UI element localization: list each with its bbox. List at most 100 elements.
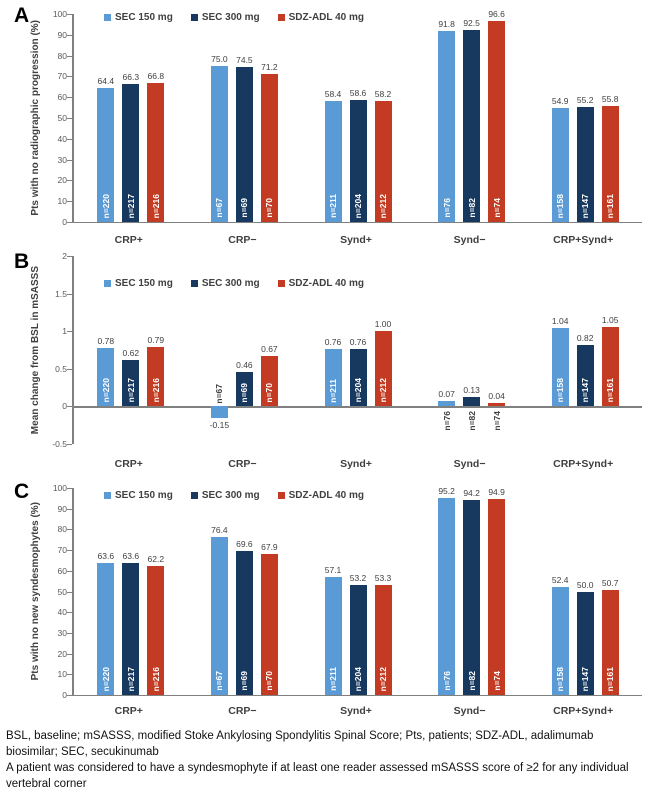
n-label: n=74 bbox=[491, 411, 502, 432]
y-tick-label: 90 bbox=[57, 29, 67, 40]
y-tick-label: 70 bbox=[57, 545, 67, 556]
y-tick-label: 60 bbox=[57, 565, 67, 576]
n-label: n=161 bbox=[605, 666, 616, 691]
n-label: n=204 bbox=[353, 666, 363, 691]
n-label: n=70 bbox=[264, 671, 275, 691]
value-label: 0.79 bbox=[147, 334, 165, 345]
value-label: 94.9 bbox=[488, 486, 505, 497]
value-label: 0.76 bbox=[324, 337, 342, 348]
zero-axis-line bbox=[74, 406, 642, 408]
footnote-abbreviations: BSL, baseline; mSASSS, modified Stoke An… bbox=[6, 730, 594, 759]
legend-item: SDZ-ADL 40 mg bbox=[277, 490, 365, 501]
x-category-label: CRP+Synd+ bbox=[553, 234, 614, 246]
n-label: n=82 bbox=[466, 671, 477, 691]
legend: SEC 150 mg SEC 300 mg SDZ-ADL 40 mg bbox=[104, 490, 364, 501]
bar bbox=[210, 406, 228, 418]
plot-area-b: 2 1.5 1 0.5 0 -0.5 SEC 150 mg SEC 300 mg SDZ-ADL… bbox=[52, 251, 642, 449]
n-label: n=217 bbox=[125, 666, 136, 691]
y-tick-mark bbox=[67, 201, 72, 203]
bar: n=74 bbox=[488, 21, 506, 222]
bar: n=82 bbox=[463, 500, 481, 695]
n-label: n=147 bbox=[580, 193, 591, 218]
x-category-label: CRP− bbox=[228, 705, 257, 717]
bar: n=161 bbox=[601, 327, 619, 407]
bar: n=211 bbox=[324, 100, 342, 222]
panel-a: A Pts with no radiographic progression (… bbox=[0, 0, 655, 248]
bar: n=147 bbox=[576, 591, 594, 695]
bar: n=69 bbox=[235, 371, 253, 407]
legend-label: SDZ-ADL 40 mg bbox=[288, 490, 365, 501]
x-category-label: CRP+Synd+ bbox=[553, 705, 614, 717]
value-label: 0.76 bbox=[349, 337, 367, 348]
y-tick-label: 60 bbox=[57, 92, 67, 103]
y-tick-mark bbox=[67, 550, 72, 552]
legend-swatch-icon bbox=[104, 14, 111, 21]
bar: n=74 bbox=[488, 498, 506, 695]
value-label: 62.2 bbox=[147, 554, 165, 565]
value-label: 96.6 bbox=[488, 9, 505, 20]
value-label: 55.8 bbox=[601, 93, 619, 104]
panel-b: B Mean change from BSL in mSASSS 2 1.5 1 0.… bbox=[0, 248, 655, 478]
value-label: 58.4 bbox=[324, 88, 342, 99]
bar: n=211 bbox=[324, 349, 342, 407]
x-category-label: Synd+ bbox=[340, 458, 372, 470]
y-tick-mark bbox=[67, 653, 72, 655]
legend-item: SEC 300 mg bbox=[190, 278, 260, 289]
n-label: n=67 bbox=[214, 671, 225, 691]
value-label: -0.15 bbox=[209, 419, 230, 430]
y-tick-label: 30 bbox=[57, 627, 67, 638]
value-label: 57.1 bbox=[324, 564, 342, 575]
x-category-label: Synd− bbox=[453, 705, 486, 717]
bar: n=217 bbox=[122, 84, 140, 222]
legend-label: SEC 150 mg bbox=[115, 12, 173, 23]
value-label: 91.8 bbox=[438, 19, 455, 30]
y-tick-mark bbox=[67, 406, 72, 408]
n-label: n=220 bbox=[100, 193, 111, 218]
n-label: n=74 bbox=[491, 198, 502, 218]
n-label: n=212 bbox=[378, 193, 388, 218]
bar: n=220 bbox=[97, 563, 115, 695]
n-label: n=216 bbox=[150, 666, 161, 691]
value-label: 0.62 bbox=[122, 347, 140, 358]
value-label: 1.00 bbox=[374, 319, 392, 330]
bar bbox=[488, 403, 506, 407]
bar: n=217 bbox=[122, 359, 140, 407]
y-tick-label: 80 bbox=[57, 524, 67, 535]
value-label: 63.6 bbox=[97, 551, 115, 562]
n-label: n=212 bbox=[378, 378, 388, 403]
y-tick-label: 70 bbox=[57, 71, 67, 82]
y-tick-mark bbox=[67, 222, 72, 223]
bar: n=67 bbox=[210, 536, 228, 695]
legend-swatch-icon bbox=[277, 14, 285, 21]
y-tick-label: 1 bbox=[62, 326, 67, 337]
bar: n=82 bbox=[463, 29, 481, 222]
x-axis-labels-a: CRP+ CRP− Synd+ Synd− CRP+Synd+ bbox=[72, 234, 640, 246]
x-category-label: Synd+ bbox=[340, 705, 372, 717]
n-label: n=158 bbox=[555, 378, 566, 403]
y-tick-mark bbox=[67, 118, 72, 119]
y-tick-label: 50 bbox=[57, 113, 67, 123]
x-category-label: CRP+ bbox=[114, 458, 143, 470]
n-label: n=82 bbox=[466, 198, 477, 218]
value-label: 76.4 bbox=[211, 524, 228, 535]
n-label: n=69 bbox=[239, 382, 250, 403]
y-tick-mark bbox=[67, 97, 72, 99]
n-label: n=67 bbox=[214, 383, 225, 404]
y-tick-label: 50 bbox=[57, 586, 67, 597]
value-label: 92.5 bbox=[463, 17, 480, 28]
y-tick-mark bbox=[67, 695, 72, 696]
n-label: n=216 bbox=[150, 193, 161, 218]
bar: n=220 bbox=[97, 347, 115, 407]
y-tick-label: 0 bbox=[62, 690, 67, 700]
x-category-label: CRP− bbox=[228, 458, 257, 470]
panel-c: C Pts with no new syndesmophytes (%) 100… bbox=[0, 478, 655, 720]
n-label: n=217 bbox=[125, 193, 136, 218]
n-label: n=220 bbox=[100, 666, 111, 691]
value-label: 71.2 bbox=[261, 61, 278, 72]
value-label: 66.3 bbox=[122, 72, 140, 83]
n-label: n=67 bbox=[214, 198, 225, 218]
x-axis-labels-b: CRP+ CRP− Synd+ Synd− CRP+Synd+ bbox=[72, 458, 640, 470]
y-tick-mark bbox=[67, 444, 72, 445]
bar: n=70 bbox=[260, 356, 278, 407]
legend-item: SDZ-ADL 40 mg bbox=[277, 278, 364, 289]
